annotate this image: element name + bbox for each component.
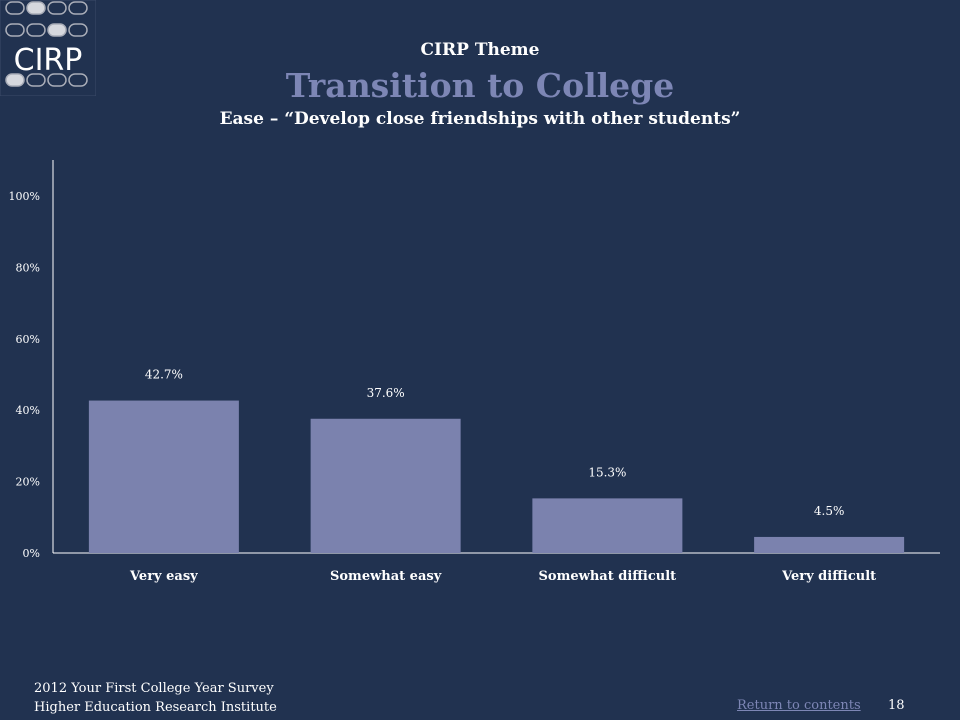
- return-to-contents-link[interactable]: Return to contents: [737, 698, 861, 713]
- bar: [532, 498, 683, 553]
- data-label: 15.3%: [588, 465, 626, 479]
- data-label: 37.6%: [367, 386, 405, 400]
- logo-dot: [5, 73, 25, 87]
- logo-dot: [47, 1, 67, 15]
- footer-survey: 2012 Your First College Year Survey: [34, 681, 274, 696]
- logo-dot: [26, 1, 46, 15]
- y-tick-label: 80%: [16, 261, 40, 274]
- logo-dot: [26, 23, 46, 37]
- logo-text: CIRP: [14, 43, 83, 78]
- page-number: 18: [888, 698, 905, 713]
- bar: [754, 536, 905, 553]
- y-tick-label: 60%: [16, 333, 40, 346]
- logo-dot: [26, 73, 46, 87]
- logo-dot: [5, 1, 25, 15]
- y-tick-label: 0%: [23, 547, 40, 560]
- y-tick-label: 20%: [16, 476, 40, 489]
- logo-dot: [47, 23, 67, 37]
- data-label: 42.7%: [145, 368, 183, 382]
- x-tick-label: Somewhat difficult: [539, 569, 677, 584]
- slide-supertitle: CIRP Theme: [420, 40, 540, 60]
- logo-dot: [5, 23, 25, 37]
- x-tick-label: Very difficult: [781, 569, 876, 584]
- bar: [88, 400, 239, 553]
- footer-institute: Higher Education Research Institute: [34, 700, 277, 715]
- slide-title: Transition to College: [285, 66, 675, 105]
- bar-chart: 0% 20% 40% 60% 80% 100% 42.7% Very easy 37.6% Som…: [9, 160, 940, 584]
- x-tick-label: Somewhat easy: [330, 569, 442, 584]
- y-tick-label: 40%: [16, 404, 40, 417]
- cirp-logo-icon: CIRP: [0, 0, 96, 96]
- logo-dot: [68, 73, 88, 87]
- data-label: 4.5%: [814, 504, 845, 518]
- x-tick-label: Very easy: [129, 569, 198, 584]
- logo-dot: [68, 23, 88, 37]
- y-tick-label: 100%: [9, 190, 40, 203]
- bar: [310, 418, 461, 553]
- footer-source: 2012 Your First College Year Survey High…: [34, 679, 277, 717]
- logo-dot: [47, 73, 67, 87]
- logo-dot: [68, 1, 88, 15]
- chart-subtitle: Ease – “Develop close friendships with o…: [219, 109, 741, 129]
